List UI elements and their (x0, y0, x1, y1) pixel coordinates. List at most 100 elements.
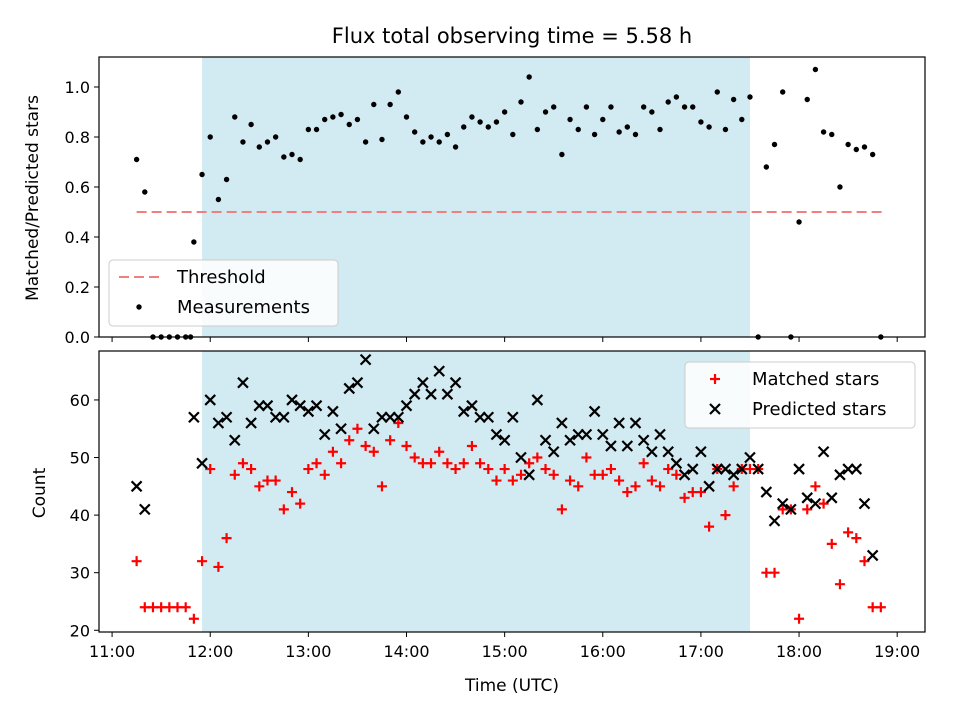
matched-stars-point (614, 475, 625, 486)
matched-stars-point (802, 504, 813, 515)
matched-stars-point (605, 464, 616, 475)
predicted-stars-point (507, 411, 519, 423)
matched-stars-point (720, 510, 731, 521)
matched-stars-point (458, 458, 469, 469)
measurement-point (771, 141, 778, 148)
matched-stars-point (810, 481, 821, 492)
measurement-point (559, 151, 565, 158)
measurement-point (861, 144, 868, 150)
matched-stars-point (221, 533, 232, 544)
legend-matched-label: Matched stars (752, 369, 879, 390)
measurement-point (600, 116, 606, 123)
measurement-point (313, 126, 320, 133)
matched-stars-point (655, 481, 666, 492)
predicted-stars-point (736, 463, 748, 475)
predicted-stars-point (670, 457, 683, 470)
matched-stars-point (826, 538, 837, 549)
predicted-stars-point (449, 376, 462, 389)
measurement-point (624, 124, 631, 130)
bottom-y-tick-label: 60 (70, 391, 90, 410)
matched-stars-point (442, 458, 453, 469)
measurement-point (346, 121, 352, 128)
predicted-stars-point (703, 480, 715, 493)
measurement-point (281, 154, 287, 160)
measurement-point (248, 121, 254, 128)
predicted-stars-point (621, 440, 634, 452)
matched-stars-point (385, 435, 396, 446)
matched-stars-point (638, 458, 649, 469)
matched-stars-point (197, 556, 208, 567)
predicted-stars-point (817, 445, 830, 458)
predicted-stars-point (793, 463, 805, 475)
predicted-stars-point (498, 434, 511, 447)
matched-stars-point (851, 533, 862, 544)
predicted-stars-point (425, 388, 437, 400)
measurement-point (649, 109, 655, 115)
predicted-stars-point (261, 399, 274, 412)
measurement-point (420, 139, 426, 145)
measurement-point (395, 89, 402, 95)
measurement-point (722, 126, 729, 133)
predicted-stars-point (858, 497, 871, 510)
matched-stars-point (630, 481, 641, 492)
predicted-stars-point (564, 434, 576, 447)
predicted-stars-point (547, 445, 560, 458)
predicted-stars-point (245, 417, 257, 429)
measurement-point (428, 134, 434, 140)
matched-stars-point (229, 469, 240, 480)
matched-stars-point (491, 475, 502, 486)
predicted-stars-point (695, 445, 707, 458)
matched-stars-point (548, 469, 559, 480)
x-tick-label: 11:00 (89, 642, 135, 661)
predicted-stars-point (351, 376, 364, 389)
predicted-stars-point (531, 394, 544, 406)
predicted-stars-point (662, 445, 674, 458)
measurement-point (812, 66, 819, 73)
predicted-stars-point (408, 388, 421, 400)
measurement-point (632, 131, 639, 138)
measurement-point (232, 114, 238, 120)
matched-stars-point (466, 441, 477, 452)
matched-stars-point (646, 475, 657, 486)
predicted-stars-point (490, 428, 503, 441)
measurement-point (501, 109, 508, 115)
measurement-point (534, 126, 541, 133)
measurement-point (469, 114, 475, 120)
measurement-point (207, 134, 213, 140)
bottom-legend-box (684, 361, 916, 429)
measurement-point (444, 131, 451, 138)
bottom-series-2 (130, 353, 879, 562)
matched-stars-point (237, 458, 248, 469)
predicted-stars-point (466, 399, 478, 412)
predicted-stars-point (368, 422, 380, 435)
matched-stars-point (475, 458, 486, 469)
predicted-stars-point (220, 411, 233, 423)
measurement-point (256, 144, 262, 150)
matched-stars-point (859, 556, 870, 567)
measurement-point (264, 139, 271, 145)
measurement-point (829, 131, 835, 138)
matched-stars-point (278, 504, 289, 515)
predicted-stars-point (866, 549, 879, 562)
matched-stars-point (834, 579, 845, 590)
predicted-stars-point (539, 434, 552, 447)
matched-stars-point (131, 556, 142, 567)
measurement-point (845, 141, 851, 148)
predicted-stars-point (457, 405, 470, 418)
x-tick-label: 18:00 (776, 642, 822, 661)
predicted-stars-point (130, 480, 143, 493)
x-tick-label: 16:00 (580, 642, 626, 661)
measurement-point (411, 129, 418, 135)
measurement-point (403, 114, 410, 120)
predicted-stars-point (204, 394, 217, 406)
measurement-point (330, 114, 336, 120)
top-axes-frame (98, 56, 926, 338)
x-tick-label: 17:00 (678, 642, 724, 661)
predicted-stars-point (278, 411, 290, 423)
legend-predicted-label: Predicted stars (752, 399, 886, 420)
predicted-stars-point (801, 492, 814, 504)
matched-stars-point (695, 487, 706, 498)
matched-stars-point (426, 458, 437, 469)
chart-title: Flux total observing time = 5.58 h (332, 24, 692, 48)
predicted-stars-point (228, 434, 241, 447)
